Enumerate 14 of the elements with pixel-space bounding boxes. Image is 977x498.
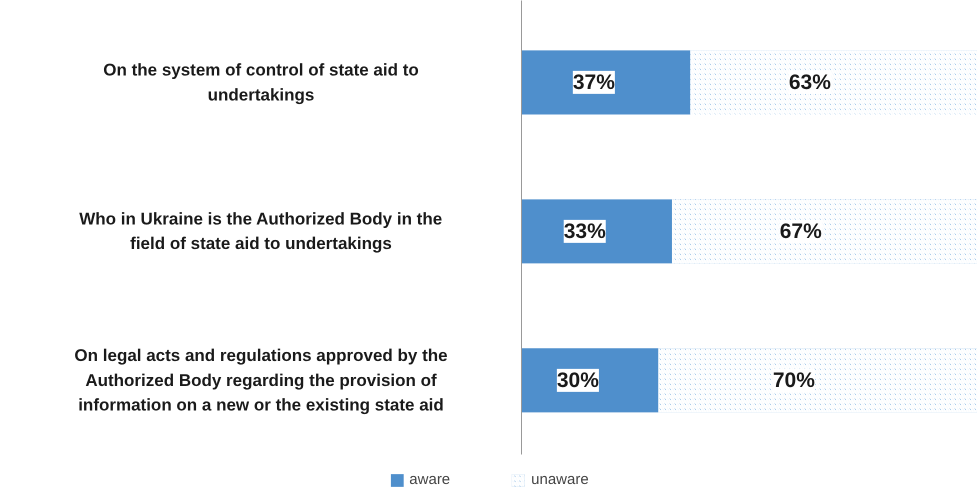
data-label: 33% bbox=[564, 220, 606, 243]
data-label: 37% bbox=[572, 70, 616, 94]
y-tick-label: On the system of control of state aid to undertakings bbox=[103, 60, 419, 104]
bar bbox=[522, 348, 658, 412]
legend-label: unaware bbox=[531, 471, 589, 488]
bar bbox=[522, 50, 690, 114]
data-label: 70% bbox=[772, 368, 816, 392]
y-tick-label: Who in Ukraine is the Authorized Body in the field of state aid to undertakings bbox=[79, 210, 442, 254]
data-label: 30% bbox=[556, 368, 600, 392]
data-label: 63% bbox=[788, 70, 832, 94]
data-label: 67% bbox=[780, 220, 822, 243]
bar bbox=[522, 199, 672, 264]
y-tick-label: On legal acts and regulations approved by the Authorized Body regarding the provision of information on a new or the existing state aid bbox=[74, 346, 448, 415]
legend-label: aware bbox=[409, 471, 450, 488]
